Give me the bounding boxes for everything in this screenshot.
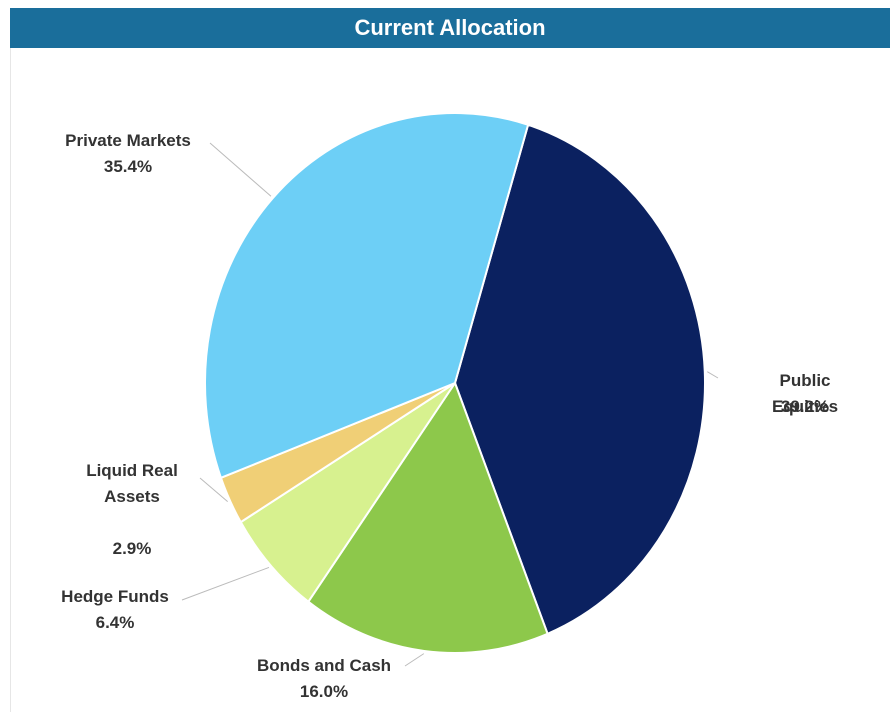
leader-line: [181, 566, 270, 601]
leader-line: [209, 142, 272, 197]
leader-line: [199, 477, 228, 503]
slice-value: 2.9%: [112, 539, 152, 558]
leader-line: [404, 653, 425, 667]
pie-slice: [306, 380, 549, 654]
slice-label: Public Equities: [771, 371, 839, 416]
pie-slice: [204, 112, 530, 480]
slice-label: Hedge Funds: [61, 587, 169, 606]
slice-value: 35.4%: [103, 157, 153, 176]
slice-label: Liquid Real Assets: [86, 461, 178, 506]
pie-slice: [453, 123, 706, 636]
chart-title: Current Allocation: [10, 8, 890, 48]
leader-line: [707, 371, 719, 379]
border: [10, 48, 11, 712]
slice-value: 39.2%: [780, 397, 830, 416]
slice-value: 16.0%: [299, 682, 349, 701]
slice-label: Bonds and Cash: [256, 656, 392, 675]
slice-value: 6.4%: [95, 613, 135, 632]
slice-label: Private Markets: [65, 131, 191, 150]
